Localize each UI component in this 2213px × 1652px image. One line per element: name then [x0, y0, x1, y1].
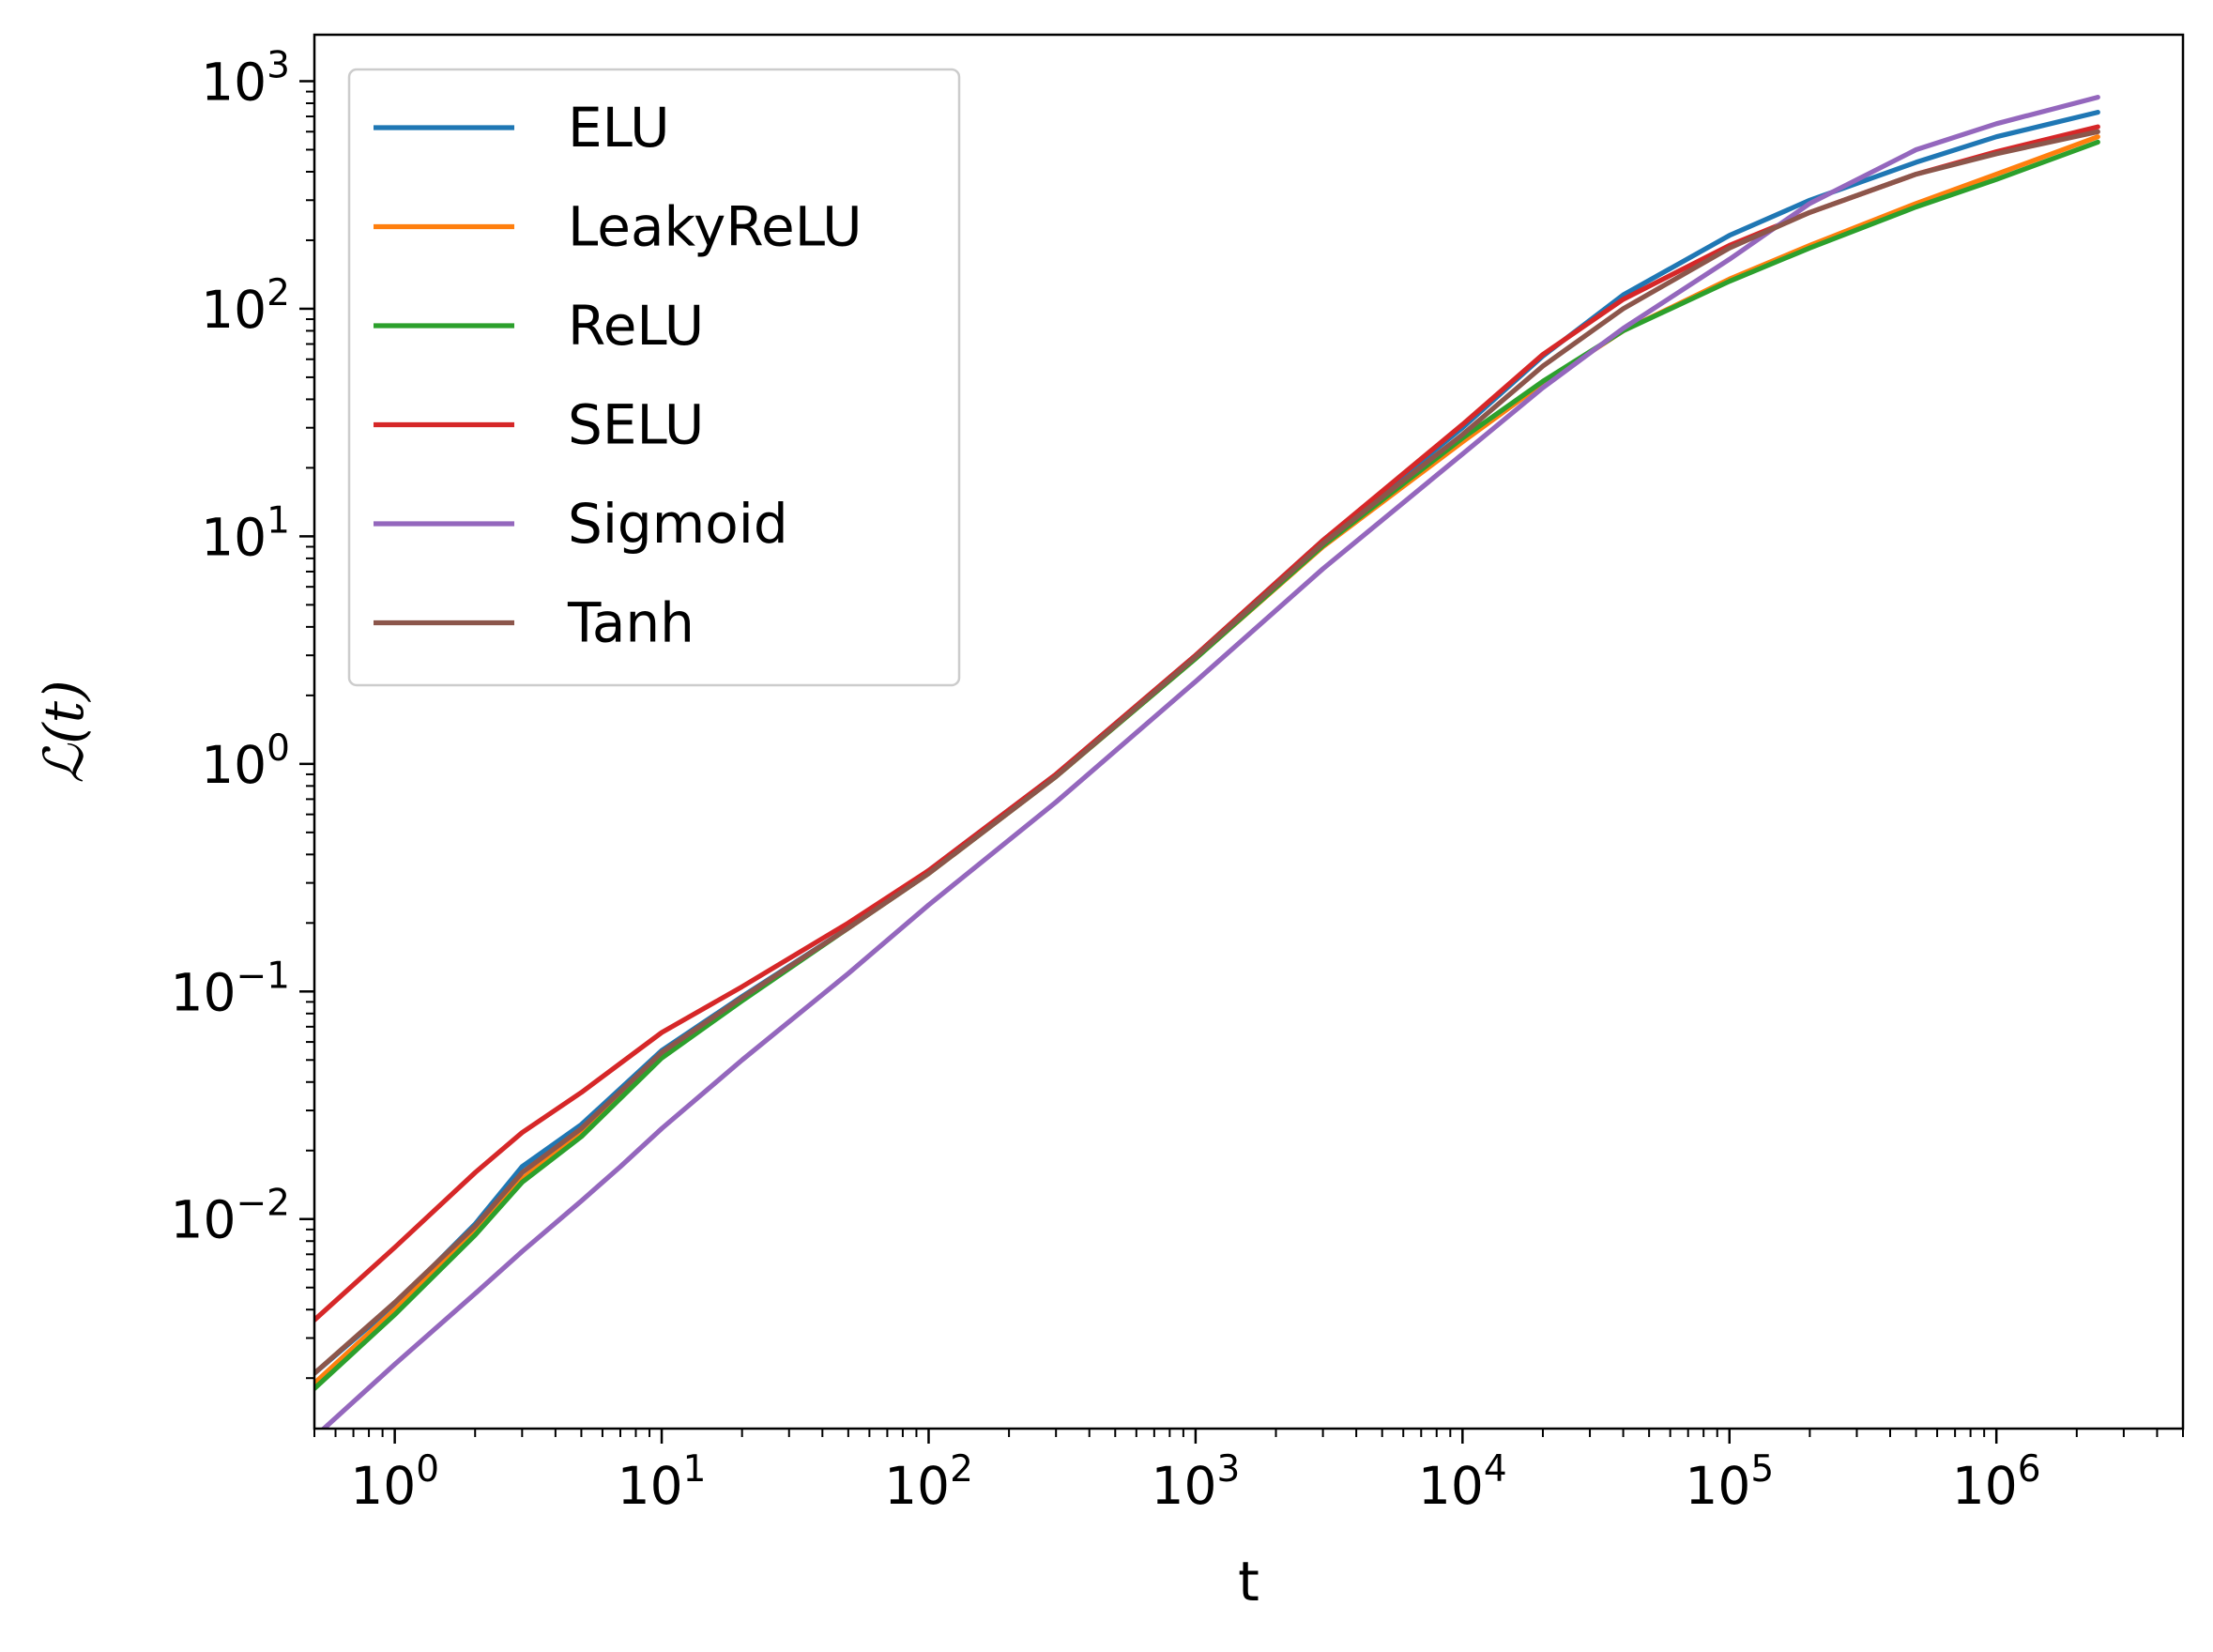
legend-label: ReLU [568, 294, 704, 358]
x-tick-label: 101 [618, 1448, 707, 1516]
y-tick-label: 102 [201, 272, 290, 340]
axis-ticks [299, 80, 2184, 1444]
legend-entry-selu: SELU [374, 393, 704, 457]
x-axis-label: t [1238, 1550, 1259, 1614]
legend-entry-relu: ReLU [374, 294, 704, 358]
y-tick-label: 10−1 [171, 955, 291, 1022]
legend-entry-tanh: Tanh [374, 591, 694, 655]
y-tick-label: 10−2 [171, 1183, 291, 1250]
legend-label: LeakyReLU [568, 195, 862, 259]
y-tick-labels: 10−2 10−1 100 101 102 103 [171, 44, 291, 1249]
legend-entry-sigmoid: Sigmoid [374, 492, 788, 556]
legend-label: SELU [568, 393, 704, 457]
x-tick-label: 106 [1952, 1448, 2041, 1516]
x-tick-label: 104 [1418, 1448, 1507, 1516]
legend-label: ELU [568, 96, 670, 160]
series-line-tanh [314, 129, 2100, 1376]
y-axis-label: ℒ(t) [32, 680, 96, 783]
plot-lines [314, 94, 2100, 1429]
legend-label: Tanh [567, 591, 694, 655]
legend-entries: ELU LeakyReLU ReLU SELU Sigmoid Tanh [374, 96, 862, 655]
legend-box [347, 68, 961, 687]
x-tick-labels: 100 101 102 103 104 105 106 [350, 1448, 2040, 1516]
x-tick-label: 100 [350, 1448, 439, 1516]
y-tick-label: 100 [201, 727, 290, 795]
legend-entry-leakyrelu: LeakyReLU [374, 195, 862, 259]
x-tick-label: 103 [1151, 1448, 1240, 1516]
legend-entry-elu: ELU [374, 96, 670, 160]
legend: ELU LeakyReLU ReLU SELU Sigmoid Tanh [347, 68, 961, 687]
y-tick-label: 101 [201, 499, 290, 567]
y-tick-label: 103 [201, 44, 290, 112]
x-tick-label: 102 [884, 1448, 973, 1516]
legend-label: Sigmoid [568, 492, 788, 556]
x-tick-label: 105 [1685, 1448, 1774, 1516]
plot-frame [313, 33, 2185, 1430]
